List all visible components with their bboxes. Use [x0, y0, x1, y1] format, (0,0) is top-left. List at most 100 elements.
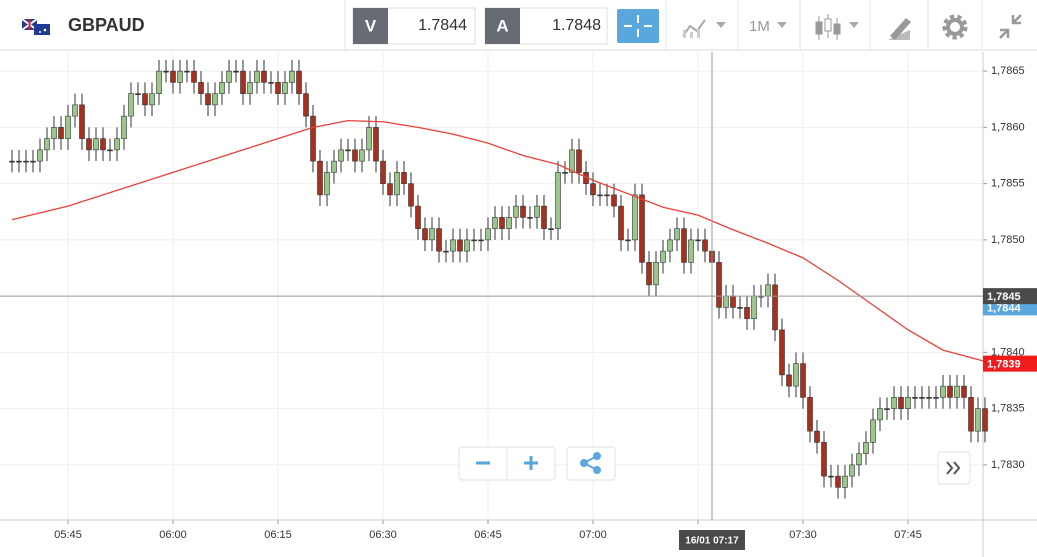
candle-body	[646, 262, 652, 286]
candle-body	[842, 475, 848, 488]
candle-body	[751, 295, 757, 319]
candle-body	[933, 397, 939, 399]
candle-body	[121, 115, 127, 139]
candle-body	[352, 149, 358, 162]
crosshair-icon	[624, 15, 652, 37]
buy-label-box[interactable]	[485, 8, 520, 44]
candle-body	[737, 307, 743, 309]
buy-price[interactable]: 1.7848	[552, 17, 601, 34]
buy-label[interactable]: A	[496, 16, 508, 35]
candle-body	[436, 228, 442, 252]
y-tick-label: 1,7830	[991, 459, 1025, 471]
candle-body	[233, 70, 239, 73]
y-tick-label: 1,7835	[991, 403, 1025, 415]
candle-body	[72, 104, 78, 117]
candle-body	[807, 397, 813, 432]
candle-body	[674, 228, 680, 241]
candle-body	[492, 217, 498, 229]
price-badge-label: 1,7845	[987, 291, 1021, 303]
candle-body	[58, 127, 64, 139]
candle-body	[968, 397, 974, 432]
candle-body	[513, 205, 519, 218]
moving-average	[11, 119, 986, 363]
collapse-button[interactable]	[999, 14, 1022, 39]
candle-body	[415, 205, 421, 229]
candle-body	[975, 408, 981, 432]
candle-body	[289, 70, 295, 83]
candle-body	[16, 160, 22, 163]
chart-type-button[interactable]	[815, 14, 859, 40]
candle-body	[499, 217, 505, 229]
y-tick-label: 1,7860	[991, 121, 1025, 133]
candle-body	[723, 295, 729, 308]
candle-body	[667, 239, 673, 252]
candle-body	[345, 149, 351, 152]
candle-body	[919, 397, 925, 399]
candle-body	[177, 70, 183, 83]
sell-label[interactable]: V	[365, 16, 377, 35]
draw-button[interactable]	[888, 18, 911, 40]
candle-body	[107, 149, 113, 152]
scroll-end-button[interactable]	[937, 451, 971, 485]
symbol: GBPAUD	[68, 15, 145, 35]
candle-body	[240, 70, 246, 94]
candle-body	[366, 127, 372, 151]
candle-body	[884, 408, 890, 410]
candle-body	[142, 93, 148, 106]
share-icon	[580, 452, 601, 474]
candle-body	[219, 82, 225, 94]
timeframe[interactable]: 1M	[749, 18, 770, 35]
candle-body	[212, 93, 218, 106]
candle-body	[548, 228, 554, 230]
candle-body	[793, 363, 799, 387]
candle-body	[464, 239, 470, 252]
crosshair-button[interactable]	[617, 9, 659, 43]
zoom-controls	[458, 446, 971, 485]
candle-body	[653, 262, 659, 286]
candle-body	[765, 284, 771, 297]
candle-body	[170, 70, 176, 83]
candle-body	[604, 194, 610, 197]
candle-body	[597, 194, 603, 197]
candle-body	[247, 82, 253, 94]
candle-body	[65, 115, 71, 139]
candle-body	[128, 93, 134, 117]
x-tick-label: 06:00	[159, 529, 187, 541]
candle-body	[926, 397, 932, 399]
candle-body	[261, 70, 267, 83]
candle-body	[632, 194, 638, 241]
candle-body	[905, 397, 911, 409]
candle-body	[324, 172, 330, 196]
x-tick-label: 05:45	[54, 529, 82, 541]
candle-body	[639, 194, 645, 263]
candle-body	[877, 408, 883, 421]
candle-body	[380, 160, 386, 184]
candle-body	[541, 205, 547, 229]
candle-body	[744, 307, 750, 319]
candle-body	[786, 374, 792, 387]
candle-body	[37, 149, 43, 162]
sell-label-box[interactable]	[353, 8, 388, 44]
candle-body	[373, 127, 379, 162]
candle-body	[422, 228, 428, 241]
y-tick-label: 1,7850	[991, 234, 1025, 246]
candle-body	[443, 250, 449, 253]
candle-body	[800, 363, 806, 398]
indicator-button[interactable]	[682, 19, 726, 38]
candle-body	[772, 284, 778, 331]
zoom-in[interactable]	[524, 456, 538, 470]
candle-body	[478, 239, 484, 242]
share-button[interactable]	[566, 446, 616, 481]
timeframe-caret[interactable]	[777, 22, 787, 28]
candle-body	[569, 149, 575, 173]
candle-body	[870, 419, 876, 443]
candle-body	[184, 70, 190, 73]
settings-button[interactable]	[942, 14, 968, 40]
candle-body	[779, 329, 785, 376]
candle-body	[93, 138, 99, 151]
candle-body	[114, 138, 120, 151]
candle-body	[562, 172, 568, 174]
candle-body	[191, 70, 197, 83]
sell-price[interactable]: 1.7844	[418, 17, 467, 34]
